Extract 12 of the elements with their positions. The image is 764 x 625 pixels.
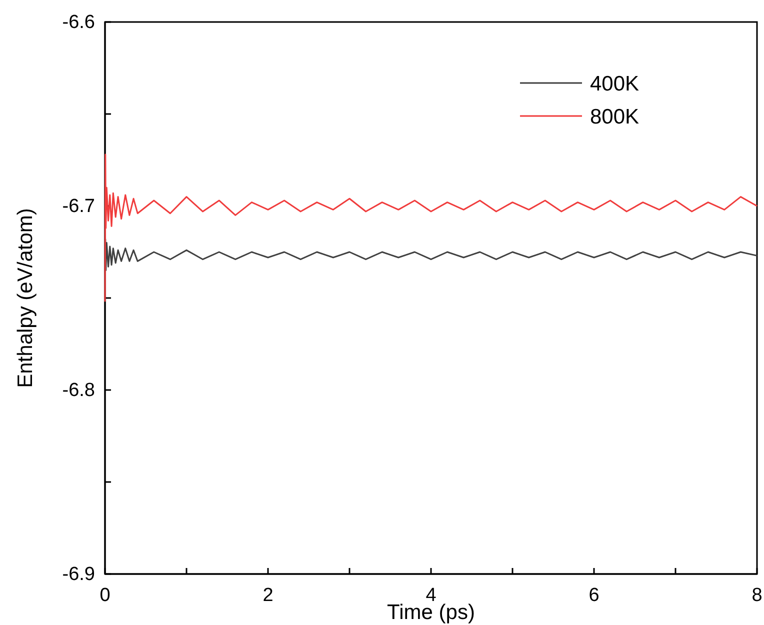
x-tick-label: 6: [588, 585, 600, 606]
y-axis-title: Enthalpy (eV/atom): [14, 208, 37, 388]
y-tick-label: -6.8: [62, 380, 95, 402]
y-tick-label: -6.7: [62, 196, 95, 218]
y-tick-label: -6.9: [62, 564, 95, 586]
legend-label: 800K: [590, 105, 640, 128]
line-series: [104, 154, 758, 302]
x-tick-label: 8: [752, 585, 762, 606]
y-tick-label: -6.6: [62, 12, 95, 34]
x-tick-label: 0: [100, 585, 110, 606]
x-tick-label: 2: [262, 585, 274, 606]
legend-label: 400K: [590, 72, 640, 96]
